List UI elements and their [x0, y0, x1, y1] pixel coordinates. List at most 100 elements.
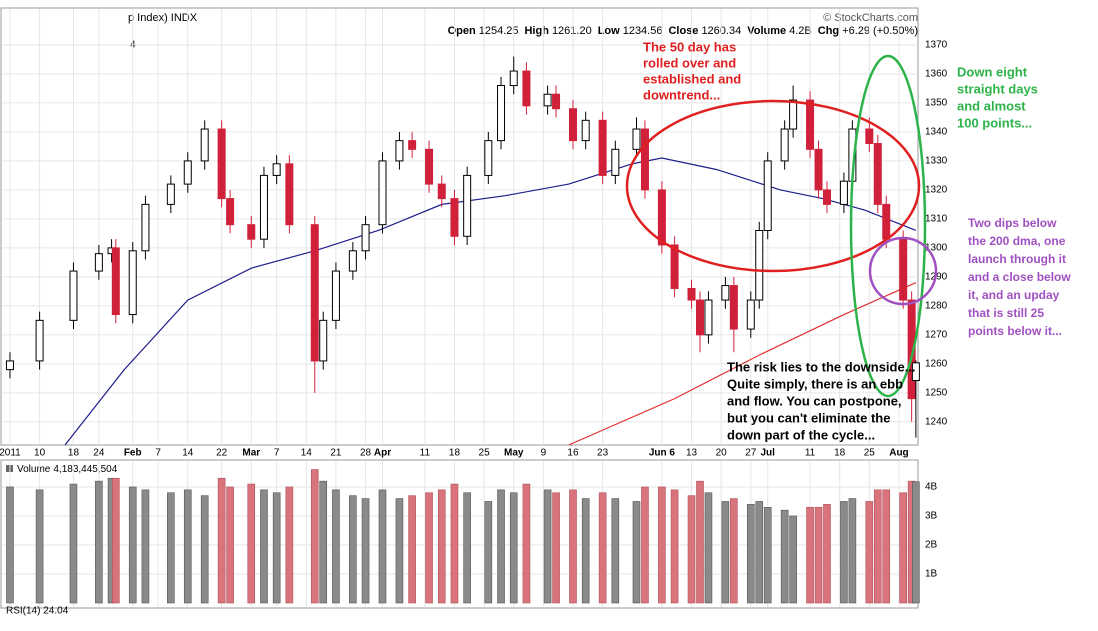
y-tick-label: 1320: [925, 185, 948, 196]
annotation-line: and almost: [957, 98, 1026, 113]
volume-bar: [704, 492, 713, 604]
volume-bar: [260, 489, 268, 604]
volume-bar: [450, 483, 459, 604]
annotation-line: The 50 day has: [643, 39, 736, 54]
header-label: Close: [668, 25, 698, 37]
candle-body: [899, 238, 908, 301]
candle-body: [882, 203, 891, 240]
volume-bar: [361, 498, 370, 604]
volume-bar: [658, 486, 666, 604]
volume-bar: [349, 495, 357, 604]
y-tick-label: 1360: [925, 69, 948, 80]
candle-body: [509, 70, 518, 87]
candle-body: [763, 160, 772, 231]
candle-body: [331, 270, 340, 321]
volume-panel: [0, 459, 919, 609]
x-tick-label: 18: [834, 448, 846, 459]
candle-body: [746, 299, 755, 330]
header-value: +6.29 (+0.50%): [842, 25, 918, 37]
x-tick-label: 16: [567, 448, 579, 459]
candle-body: [907, 299, 916, 400]
x-tick-label: 11: [805, 448, 816, 459]
annotation-line: and a close below: [968, 270, 1071, 284]
volume-bar: [35, 489, 44, 604]
annotation-line: down part of the cycle...: [727, 427, 875, 442]
x-tick-label: 18: [449, 448, 461, 459]
candle-body: [319, 319, 328, 362]
candle-body: [395, 140, 404, 162]
candle-body: [166, 183, 175, 205]
source: © StockCharts.com: [823, 12, 918, 24]
y-tick-label: 1260: [925, 358, 948, 369]
volume-bar: [522, 483, 531, 604]
candle-body: [911, 362, 920, 382]
moving-average: [64, 157, 917, 446]
annotation-line: straight days: [957, 81, 1038, 96]
y-tick-label: 1270: [925, 329, 948, 340]
candle-body: [247, 224, 256, 240]
volume-bar: [632, 501, 641, 604]
candle-body: [755, 229, 764, 301]
volume-bar: [6, 486, 14, 604]
volume-bar: [696, 480, 704, 604]
x-tick-label: 18: [68, 448, 80, 459]
x-tick-label: 20: [716, 448, 728, 459]
candle-body: [463, 174, 472, 237]
x-tick-label: Jul: [760, 448, 775, 459]
annotation-line: The risk lies to the downside...: [727, 359, 916, 374]
candle-body: [94, 253, 103, 272]
candle-body: [310, 224, 319, 362]
annotation-line: rolled over and: [643, 55, 736, 70]
candle-body: [729, 285, 738, 330]
volume-bar: [200, 495, 209, 604]
purple-circle: [868, 236, 938, 306]
volume-bar: [882, 489, 891, 604]
volume-bar: [285, 486, 294, 604]
volume-bar: [873, 489, 882, 604]
volume-bar: [378, 489, 387, 604]
candle-body: [687, 287, 696, 301]
volume-tick-label: 2B: [925, 540, 938, 551]
x-tick-label: 25: [864, 448, 876, 459]
annotation-line: Down eight: [957, 64, 1028, 79]
volume-header: Volume 4,183,445,504: [17, 464, 118, 475]
volume-bar: [226, 486, 234, 604]
x-tick-label: Apr: [374, 448, 391, 459]
x-tick-label: 14: [182, 448, 194, 459]
candle-body: [259, 174, 268, 240]
volume-bar: [543, 489, 552, 604]
header-label: Open: [448, 25, 476, 37]
candle-body: [598, 119, 607, 176]
candle-body: [348, 250, 357, 272]
x-tick-label: 14: [301, 448, 313, 459]
candle-body: [632, 128, 641, 150]
x-tick-label: 24: [93, 448, 105, 459]
candle-body: [200, 128, 209, 162]
header-value: 1254.25: [479, 25, 519, 37]
candle-body: [704, 299, 713, 336]
x-tick-label: Jun 6: [649, 448, 676, 459]
candle-body: [484, 140, 493, 176]
volume-bar: [425, 492, 433, 604]
candle-body: [5, 360, 14, 371]
candle-body: [497, 85, 506, 142]
volume-bar: [840, 501, 848, 604]
volume-bar: [823, 504, 831, 604]
volume-bar: [865, 501, 874, 604]
volume-bar: [641, 486, 649, 604]
candle-body: [543, 93, 552, 107]
candle-body: [695, 299, 704, 336]
header-value: 4.2B: [789, 25, 812, 37]
candle-body: [789, 99, 798, 130]
volume-bar: [730, 498, 738, 604]
candle-body: [226, 198, 235, 226]
header-label: Chg: [818, 25, 839, 37]
candle-body: [69, 270, 78, 321]
candle-body: [657, 189, 666, 246]
volume-bar: [128, 486, 137, 604]
x-tick-label: 11: [420, 448, 431, 459]
volume-bar: [509, 492, 518, 604]
annotation-line: it, and an upday: [968, 288, 1060, 302]
candle-body: [111, 247, 120, 316]
annotation-line: points below it...: [968, 324, 1062, 338]
